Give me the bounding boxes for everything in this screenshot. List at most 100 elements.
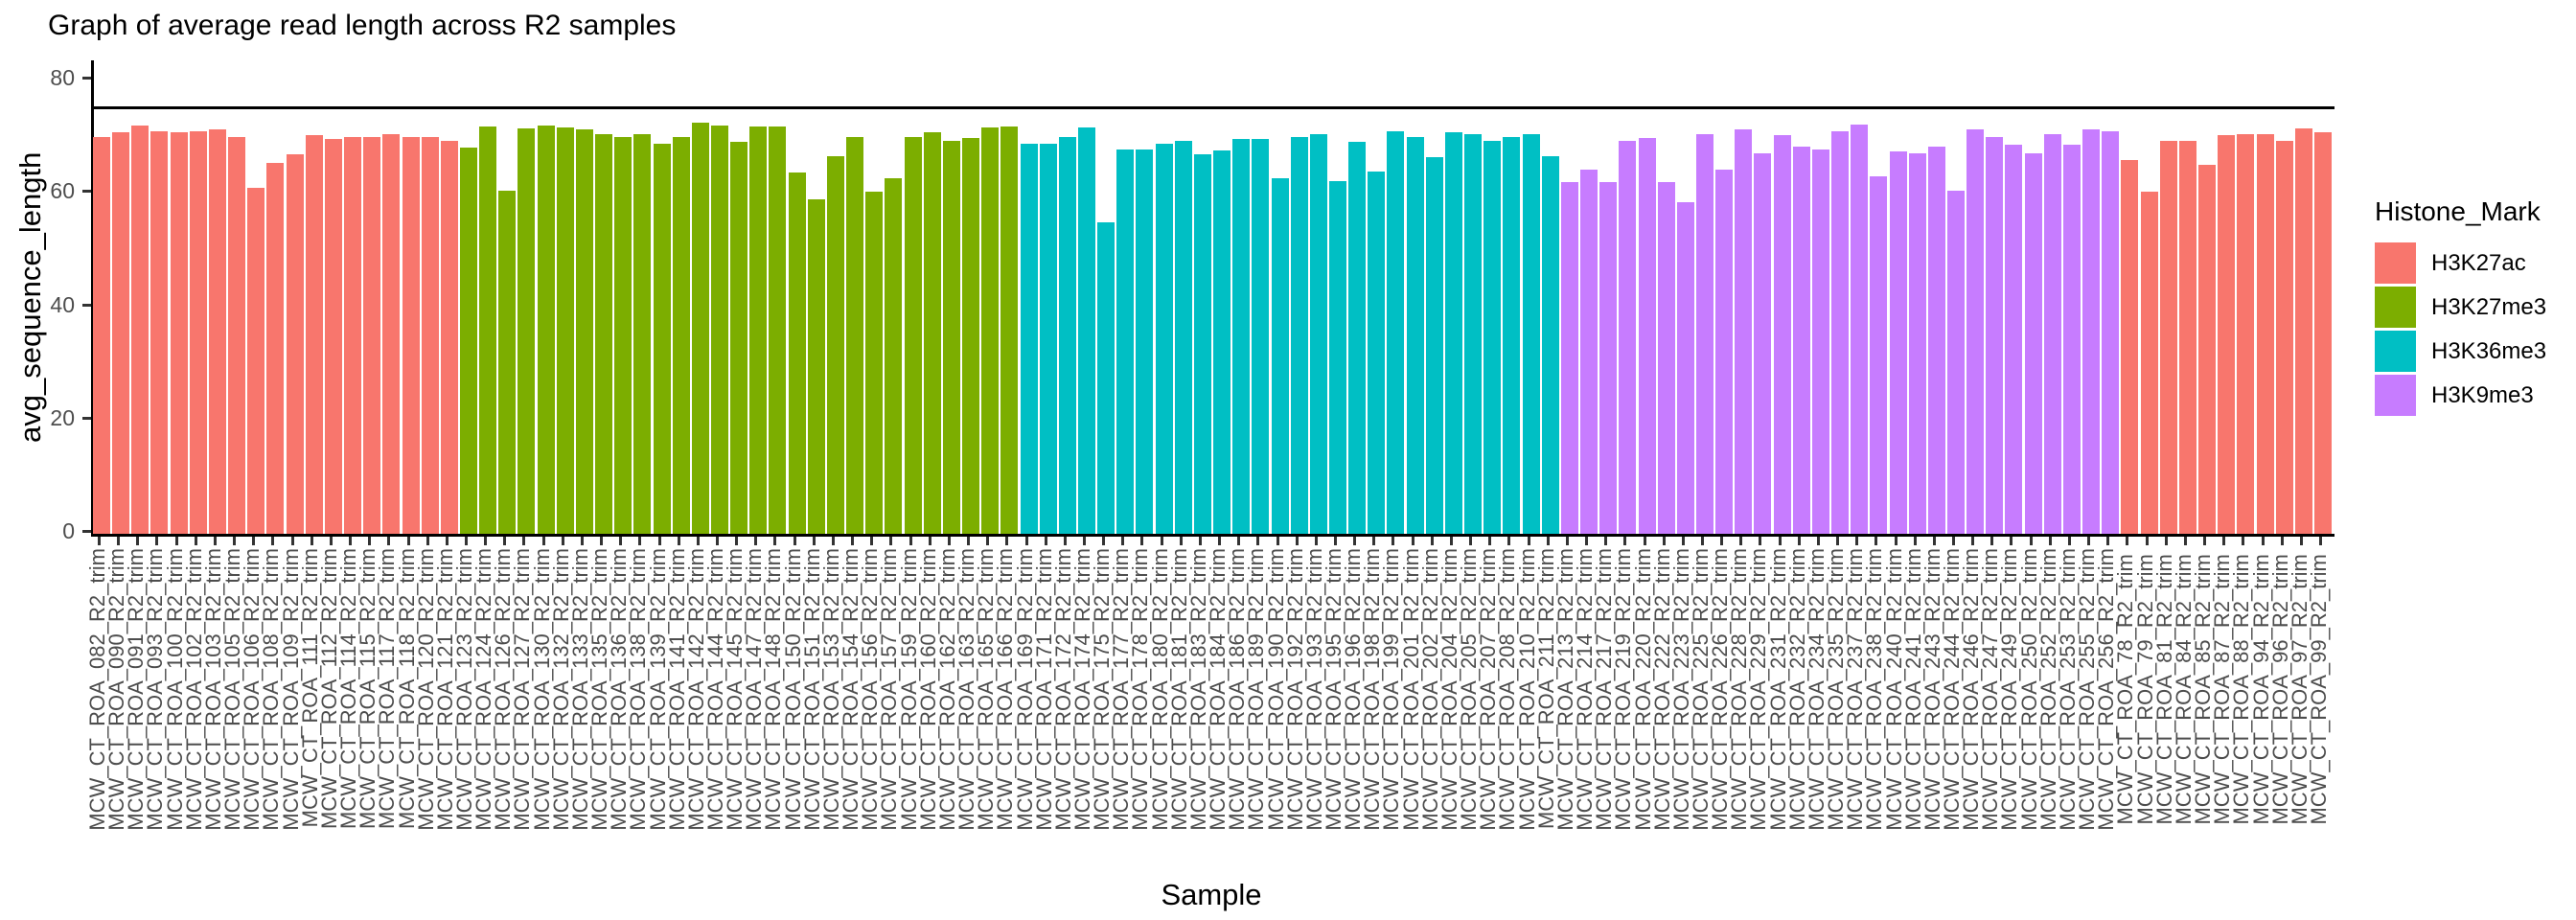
x-tick [1412,537,1414,545]
bar [518,128,535,534]
bar [2160,141,2177,534]
x-tick [1836,537,1839,545]
bar [1909,153,1926,534]
bar [2218,135,2235,534]
x-tick [1121,537,1124,545]
bar [1291,137,1308,534]
x-tick-label: MCW_CT_ROA_78_R2_trim [2113,548,2137,825]
bar [1368,172,1385,534]
x-tick [1971,537,1974,545]
x-tick [1952,537,1955,545]
x-tick [2300,537,2303,545]
bar [2063,145,2081,534]
bar [1658,182,1675,534]
bar [1329,181,1346,534]
bar [441,141,458,534]
x-tick [1199,537,1202,545]
bar [1387,131,1404,534]
bar [2082,129,2100,534]
bar [614,137,632,534]
x-tick [832,537,835,545]
x-tick-label: MCW_CT_ROA_108_R2_trim [259,548,283,831]
x-tick-label: MCW_CT_ROA_166_R2_trim [993,548,1017,831]
bar [93,137,110,534]
bar [1793,147,1810,534]
bar [382,134,400,534]
x-tick-label: MCW_CT_ROA_99_R2_trim [2307,548,2331,825]
legend-label: H3K27me3 [2431,293,2547,320]
x-tick [948,537,951,545]
x-tick [1469,537,1472,545]
bar [150,131,168,534]
x-tick [2146,537,2149,545]
bar [171,132,188,534]
x-tick [1296,537,1299,545]
x-tick [2319,537,2322,545]
x-tick-label: MCW_CT_ROA_148_R2_trim [761,548,785,831]
x-tick [1933,537,1936,545]
x-tick [909,537,912,545]
bar [1078,127,1095,534]
bar [538,126,555,534]
bar [1213,150,1230,534]
bar [422,137,439,534]
bar [1310,134,1327,534]
x-tick [1779,537,1782,545]
x-tick-label: MCW_CT_ROA_199_R2_trim [1379,548,1403,831]
bar [306,135,323,534]
y-tick [82,77,91,80]
x-tick [426,537,429,545]
legend-swatch [2375,287,2416,328]
bar [2198,165,2216,534]
legend-item: H3K27ac [2375,242,2576,284]
bar [363,137,380,534]
legend-item: H3K9me3 [2375,375,2576,416]
bar [2121,160,2138,534]
x-tick [1566,537,1569,545]
x-tick [716,537,719,545]
x-tick-label: MCW_CT_ROA_88_R2_trim [2229,548,2253,825]
x-tick [600,537,603,545]
x-tick [1045,537,1047,545]
bar [595,134,612,534]
bar [789,172,806,534]
x-tick [889,537,892,545]
x-tick-label: MCW_CT_ROA_189_R2_trim [1244,548,1268,831]
x-tick [98,537,101,545]
y-tick-label: 40 [50,292,75,317]
bar [1966,129,1984,534]
x-tick [1083,537,1086,545]
y-tick [82,417,91,420]
x-tick [2068,537,2071,545]
bar [1116,150,1134,534]
bar [266,163,284,534]
bar [402,137,420,534]
x-tick [1392,537,1394,545]
x-tick-label: MCW_CT_ROA_219_R2_trim [1611,548,1635,831]
x-tick [1064,537,1067,545]
x-tick [1547,537,1550,545]
x-tick [794,537,796,545]
x-tick [1431,537,1434,545]
x-tick-label: MCW_CT_ROA_238_R2_trim [1862,548,1886,831]
bar [1928,147,1945,534]
x-tick [1817,537,1820,545]
bar [2102,131,2119,534]
bar [1542,156,1559,534]
bar [808,199,825,534]
x-tick [1604,537,1607,545]
x-tick-label: MCW_CT_ROA_208_R2_trim [1495,548,1519,831]
x-tick [1372,537,1375,545]
bar [247,188,264,534]
x-tick [1102,537,1105,545]
bar [1599,182,1617,534]
x-tick [581,537,584,545]
bar [1040,144,1057,534]
x-tick [2203,537,2206,545]
legend: Histone_Mark H3K27ac H3K27me3 H3K36me3 H3K9… [2375,196,2576,419]
x-tick [1507,537,1510,545]
bar [905,137,922,534]
bar [1523,134,1540,534]
bar [769,126,786,534]
bar [1059,137,1076,534]
